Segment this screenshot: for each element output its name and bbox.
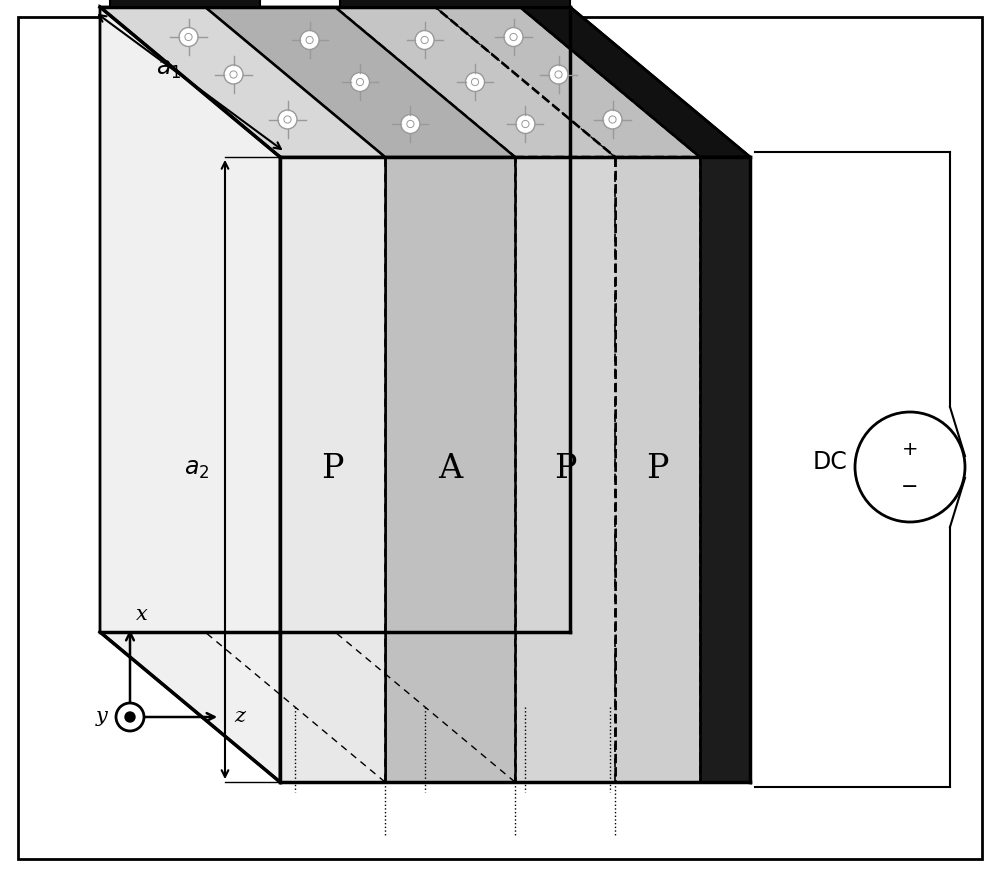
Circle shape xyxy=(522,745,529,752)
Polygon shape xyxy=(340,0,570,7)
Circle shape xyxy=(516,115,535,133)
Circle shape xyxy=(603,110,622,129)
Text: P: P xyxy=(554,453,576,486)
Polygon shape xyxy=(100,7,280,782)
Circle shape xyxy=(549,65,568,84)
Circle shape xyxy=(555,71,562,78)
Polygon shape xyxy=(100,7,385,157)
Text: P: P xyxy=(321,453,344,486)
Circle shape xyxy=(230,71,237,78)
Circle shape xyxy=(421,36,428,44)
Circle shape xyxy=(466,73,484,91)
Circle shape xyxy=(609,741,616,748)
Circle shape xyxy=(603,735,622,754)
Circle shape xyxy=(179,27,198,46)
Circle shape xyxy=(855,412,965,522)
Circle shape xyxy=(284,116,291,123)
Circle shape xyxy=(522,120,529,128)
Circle shape xyxy=(351,73,370,91)
Polygon shape xyxy=(335,7,615,157)
Circle shape xyxy=(300,31,319,49)
Polygon shape xyxy=(280,157,385,782)
Polygon shape xyxy=(205,7,515,157)
Circle shape xyxy=(407,120,414,128)
Circle shape xyxy=(609,116,616,123)
Text: z: z xyxy=(235,708,246,726)
Circle shape xyxy=(116,703,144,731)
Text: x: x xyxy=(136,605,148,624)
Circle shape xyxy=(471,78,479,86)
Circle shape xyxy=(407,745,414,752)
Circle shape xyxy=(278,735,297,754)
Polygon shape xyxy=(515,157,615,782)
Circle shape xyxy=(516,739,535,759)
Polygon shape xyxy=(615,157,700,782)
Circle shape xyxy=(215,682,234,702)
Circle shape xyxy=(540,682,559,702)
Circle shape xyxy=(401,115,420,133)
Text: A: A xyxy=(438,453,462,486)
Circle shape xyxy=(415,31,434,49)
Polygon shape xyxy=(435,7,700,157)
Circle shape xyxy=(125,712,135,722)
Text: $a_1$: $a_1$ xyxy=(156,58,182,81)
Text: P: P xyxy=(646,453,669,486)
Circle shape xyxy=(504,27,523,46)
Circle shape xyxy=(510,33,517,40)
Text: y: y xyxy=(96,708,108,726)
Polygon shape xyxy=(100,632,750,782)
Polygon shape xyxy=(385,157,515,782)
Circle shape xyxy=(456,690,476,709)
Polygon shape xyxy=(700,157,750,782)
Circle shape xyxy=(347,695,355,703)
Text: +: + xyxy=(902,439,918,459)
Text: −: − xyxy=(901,477,919,497)
Circle shape xyxy=(185,33,192,40)
Text: DC: DC xyxy=(813,450,847,474)
Circle shape xyxy=(342,690,360,709)
Circle shape xyxy=(284,741,291,748)
Circle shape xyxy=(278,110,297,129)
Circle shape xyxy=(401,739,420,759)
Polygon shape xyxy=(110,0,260,7)
Polygon shape xyxy=(520,7,750,157)
Polygon shape xyxy=(570,7,750,782)
Circle shape xyxy=(546,688,553,695)
Circle shape xyxy=(306,36,313,44)
Circle shape xyxy=(224,65,243,84)
Circle shape xyxy=(221,688,228,695)
Text: $a_2$: $a_2$ xyxy=(184,458,210,481)
Circle shape xyxy=(356,78,364,86)
Circle shape xyxy=(462,695,470,703)
